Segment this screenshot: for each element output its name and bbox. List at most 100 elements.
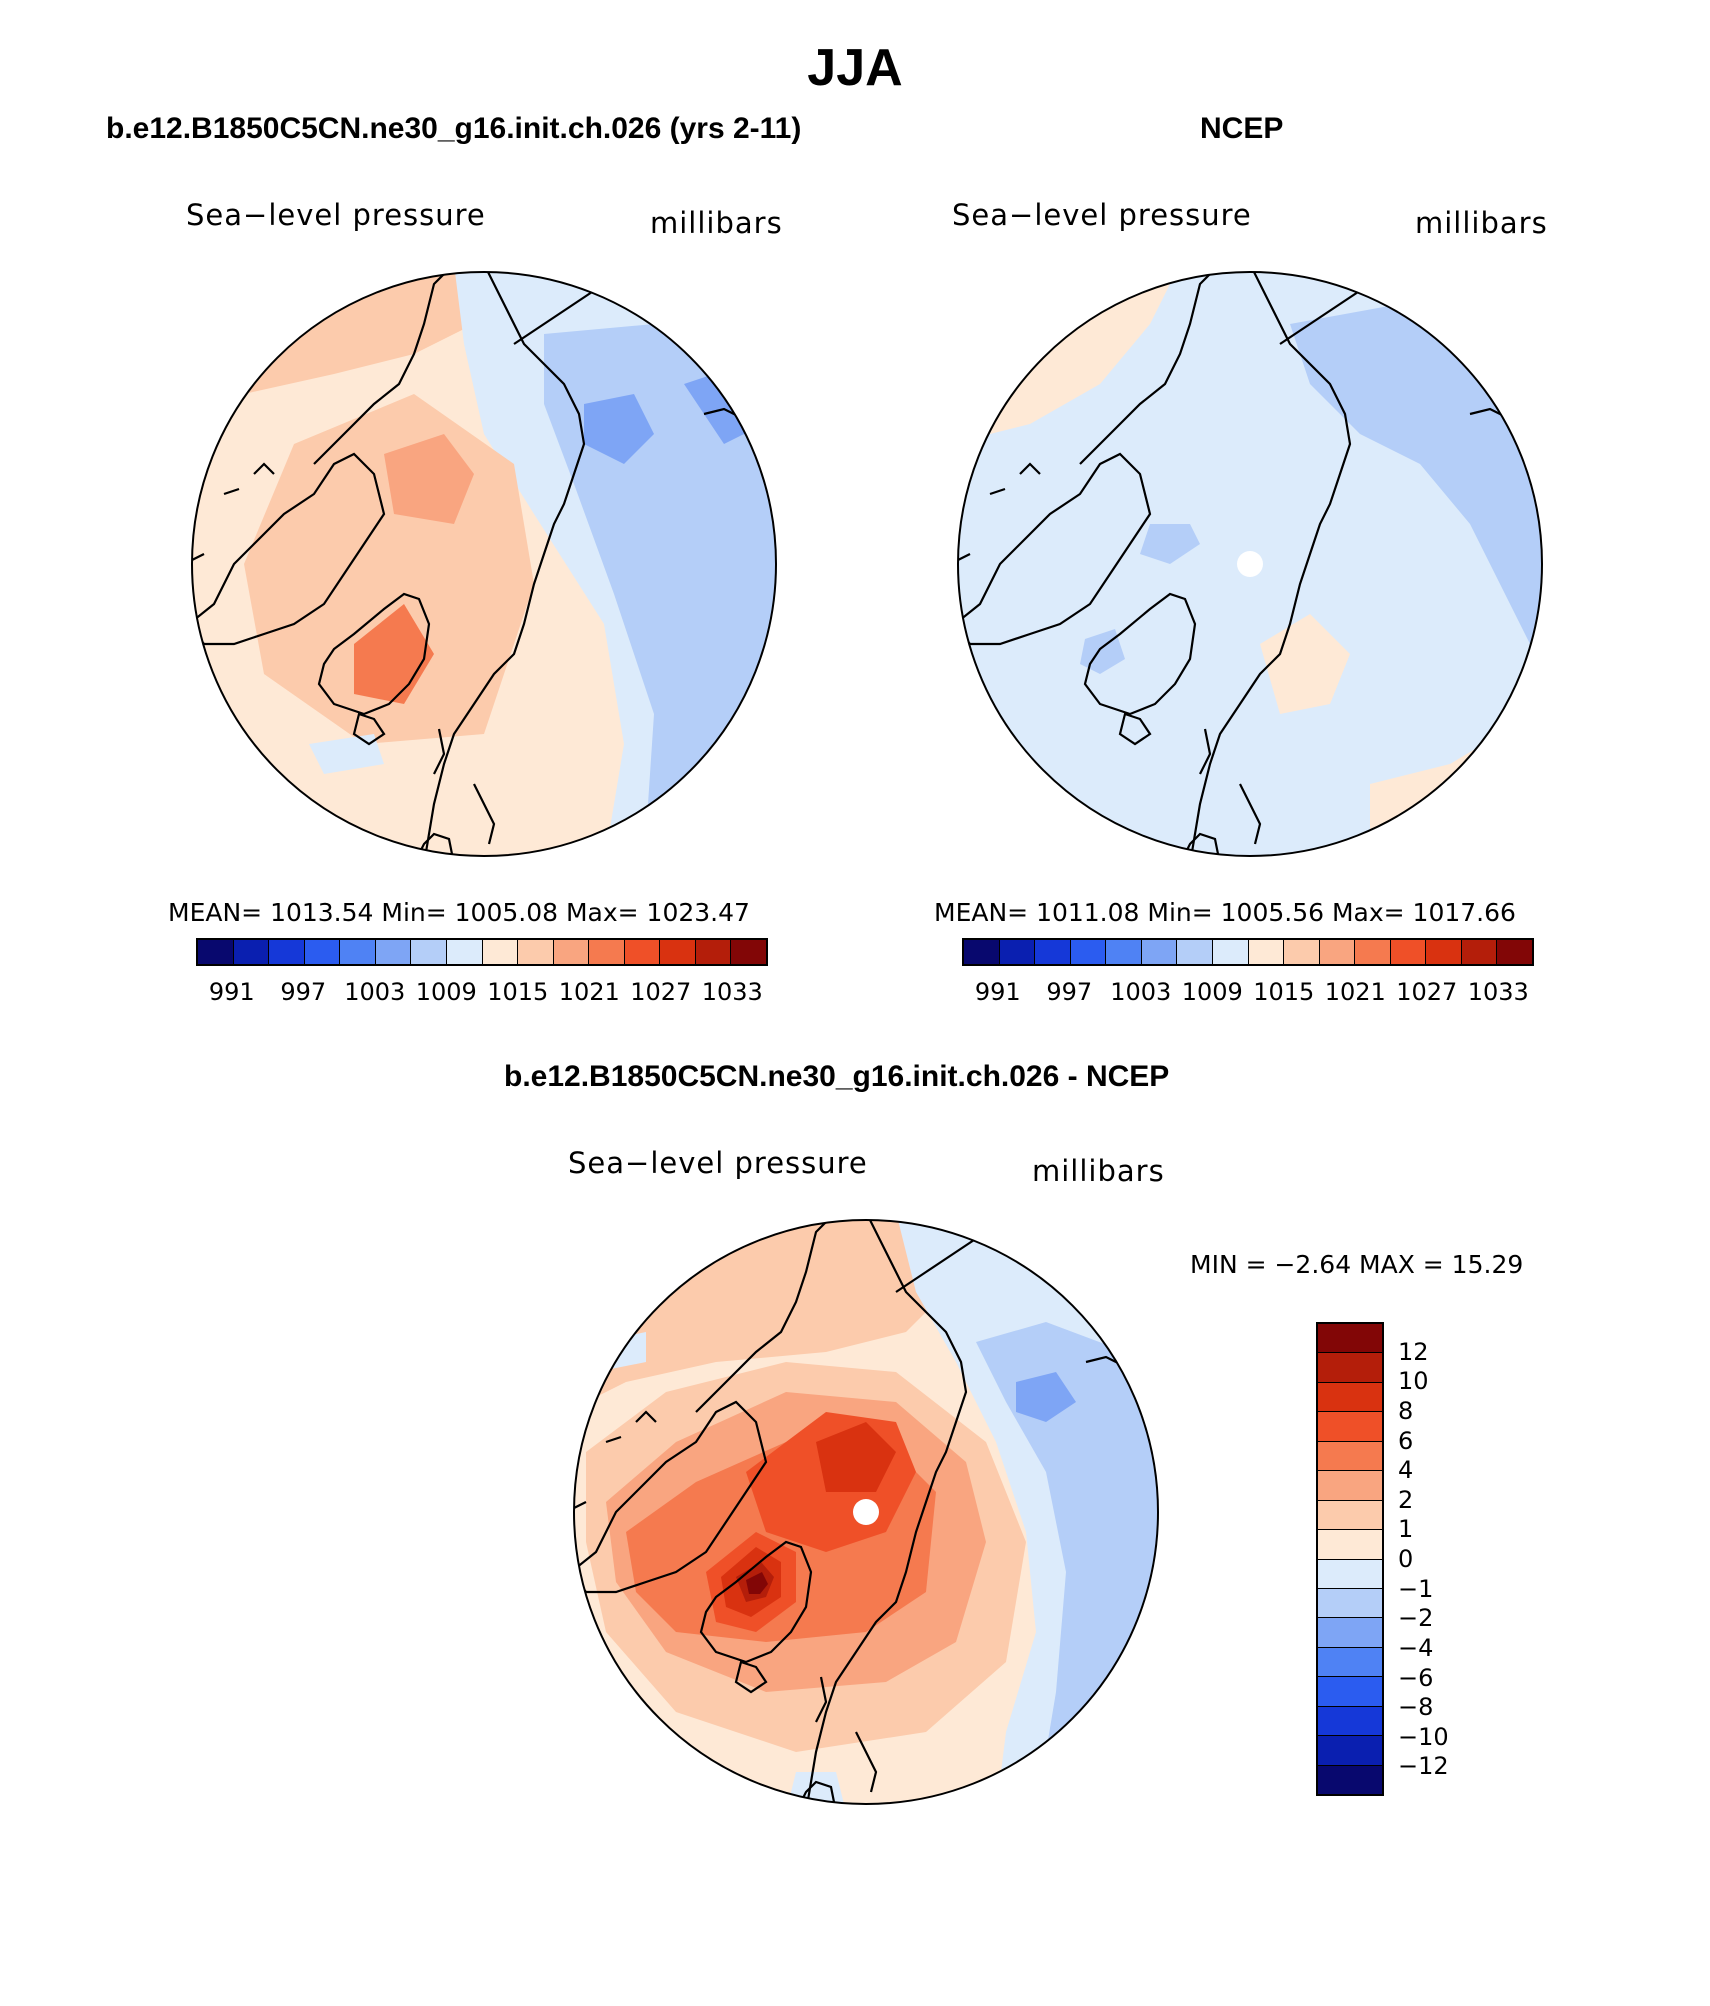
- colorbar-swatch: [1318, 1471, 1382, 1501]
- colorbar-swatch: [1426, 940, 1462, 964]
- obs-panel-title: NCEP: [1200, 112, 1284, 145]
- colorbar-swatch: [304, 940, 341, 964]
- colorbar-swatch: [1318, 1353, 1382, 1383]
- colorbar-tick-label: 1009: [1181, 978, 1243, 1006]
- obs-stats: MEAN= 1011.08 Min= 1005.56 Max= 1017.66: [934, 898, 1516, 927]
- colorbar-swatch: [446, 940, 483, 964]
- colorbar-swatch: [1284, 940, 1320, 964]
- diff-colorbar: [1316, 1322, 1384, 1796]
- colorbar-tick-label: 991: [208, 978, 255, 1006]
- colorbar-swatch: [1318, 1412, 1382, 1442]
- colorbar-swatch: [1461, 940, 1498, 964]
- colorbar-tick-label: 1033: [701, 978, 763, 1006]
- obs-colorbar: [962, 938, 1534, 966]
- colorbar-tick-label: 10: [1398, 1367, 1429, 1396]
- colorbar-swatch: [731, 940, 766, 964]
- colorbar-tick-label: −2: [1398, 1604, 1434, 1633]
- colorbar-swatch: [1318, 1500, 1382, 1531]
- colorbar-swatch: [1248, 940, 1285, 964]
- colorbar-tick-label: 1021: [558, 978, 620, 1006]
- colorbar-swatch: [1318, 1324, 1382, 1354]
- colorbar-tick-label: 991: [974, 978, 1021, 1006]
- colorbar-swatch: [624, 940, 661, 964]
- colorbar-tick-label: −6: [1398, 1663, 1434, 1692]
- colorbar-tick-label: 1: [1398, 1515, 1414, 1544]
- obs-units-label: millibars: [1415, 206, 1548, 240]
- diff-variable-label: Sea−level pressure: [568, 1146, 868, 1180]
- colorbar-swatch: [1318, 1559, 1382, 1589]
- obs-colorbar-ticks: 991 997 1003 1009 1015 1021 1027 1033: [962, 978, 1534, 1008]
- diff-polar-map: [573, 1219, 1159, 1805]
- colorbar-tick-label: 8: [1398, 1396, 1414, 1425]
- colorbar-tick-label: −4: [1398, 1633, 1434, 1662]
- colorbar-swatch: [233, 940, 270, 964]
- colorbar-swatch: [589, 940, 625, 964]
- colorbar-tick-label: 1003: [1110, 978, 1172, 1006]
- colorbar-tick-label: 997: [1046, 978, 1093, 1006]
- colorbar-tick-label: −1: [1398, 1574, 1434, 1603]
- colorbar-tick-label: −8: [1398, 1693, 1434, 1722]
- diff-stats: MIN = −2.64 MAX = 15.29: [1190, 1250, 1524, 1279]
- colorbar-swatch: [1177, 940, 1213, 964]
- colorbar-tick-label: −12: [1398, 1752, 1449, 1781]
- page-title: JJA: [807, 39, 903, 97]
- colorbar-swatch: [1318, 1677, 1382, 1707]
- colorbar-swatch: [1318, 1530, 1382, 1560]
- model-polar-map: [191, 271, 777, 857]
- colorbar-swatch: [553, 940, 590, 964]
- colorbar-swatch: [1318, 1618, 1382, 1648]
- colorbar-swatch: [411, 940, 447, 964]
- model-panel-title: b.e12.B1850C5CN.ne30_g16.init.ch.026 (yr…: [106, 112, 802, 145]
- colorbar-tick-label: 12: [1398, 1337, 1429, 1366]
- colorbar-tick-label: 1009: [415, 978, 477, 1006]
- colorbar-swatch: [1318, 1765, 1382, 1794]
- colorbar-tick-label: 0: [1398, 1545, 1414, 1573]
- colorbar-swatch: [999, 940, 1036, 964]
- colorbar-swatch: [1318, 1647, 1382, 1678]
- colorbar-swatch: [1390, 940, 1427, 964]
- colorbar-swatch: [695, 940, 732, 964]
- colorbar-swatch: [1318, 1588, 1382, 1619]
- model-stats: MEAN= 1013.54 Min= 1005.08 Max= 1023.47: [168, 898, 750, 927]
- model-colorbar-ticks: 991 997 1003 1009 1015 1021 1027 1033: [196, 978, 768, 1008]
- colorbar-swatch: [1141, 940, 1178, 964]
- colorbar-swatch: [1070, 940, 1107, 964]
- colorbar-swatch: [375, 940, 412, 964]
- colorbar-swatch: [1318, 1441, 1382, 1472]
- colorbar-tick-label: 1003: [344, 978, 406, 1006]
- diff-panel-title: b.e12.B1850C5CN.ne30_g16.init.ch.026 - N…: [504, 1060, 1170, 1093]
- colorbar-swatch: [1497, 940, 1532, 964]
- colorbar-tick-label: 1033: [1467, 978, 1529, 1006]
- colorbar-swatch: [1106, 940, 1142, 964]
- colorbar-swatch: [1035, 940, 1071, 964]
- model-colorbar: [196, 938, 768, 966]
- obs-variable-label: Sea−level pressure: [952, 198, 1252, 232]
- obs-polar-map: [957, 271, 1543, 857]
- colorbar-swatch: [660, 940, 696, 964]
- diff-units-label: millibars: [1032, 1154, 1165, 1188]
- colorbar-swatch: [269, 940, 305, 964]
- colorbar-tick-label: 4: [1398, 1456, 1414, 1485]
- colorbar-swatch: [1319, 940, 1356, 964]
- colorbar-swatch: [340, 940, 376, 964]
- colorbar-tick-label: 1015: [487, 978, 549, 1006]
- colorbar-swatch: [1355, 940, 1391, 964]
- colorbar-swatch: [1318, 1706, 1382, 1737]
- colorbar-swatch: [1318, 1382, 1382, 1413]
- colorbar-swatch: [1212, 940, 1249, 964]
- colorbar-swatch: [518, 940, 554, 964]
- colorbar-tick-label: 1021: [1324, 978, 1386, 1006]
- colorbar-swatch: [482, 940, 519, 964]
- colorbar-tick-label: 1015: [1253, 978, 1315, 1006]
- colorbar-tick-label: 6: [1398, 1426, 1414, 1455]
- colorbar-swatch: [1318, 1736, 1382, 1766]
- colorbar-tick-label: 1027: [1396, 978, 1458, 1006]
- colorbar-tick-label: 2: [1398, 1485, 1414, 1514]
- model-variable-label: Sea−level pressure: [186, 198, 486, 232]
- model-units-label: millibars: [650, 206, 783, 240]
- diff-colorbar-ticks: 12 10 8 6 4 2 1 0 −1 −2 −4 −6 −8 −10 −12: [1398, 1322, 1478, 1796]
- colorbar-tick-label: −10: [1398, 1722, 1449, 1751]
- colorbar-swatch: [964, 940, 1000, 964]
- colorbar-tick-label: 1027: [630, 978, 692, 1006]
- colorbar-tick-label: 997: [280, 978, 327, 1006]
